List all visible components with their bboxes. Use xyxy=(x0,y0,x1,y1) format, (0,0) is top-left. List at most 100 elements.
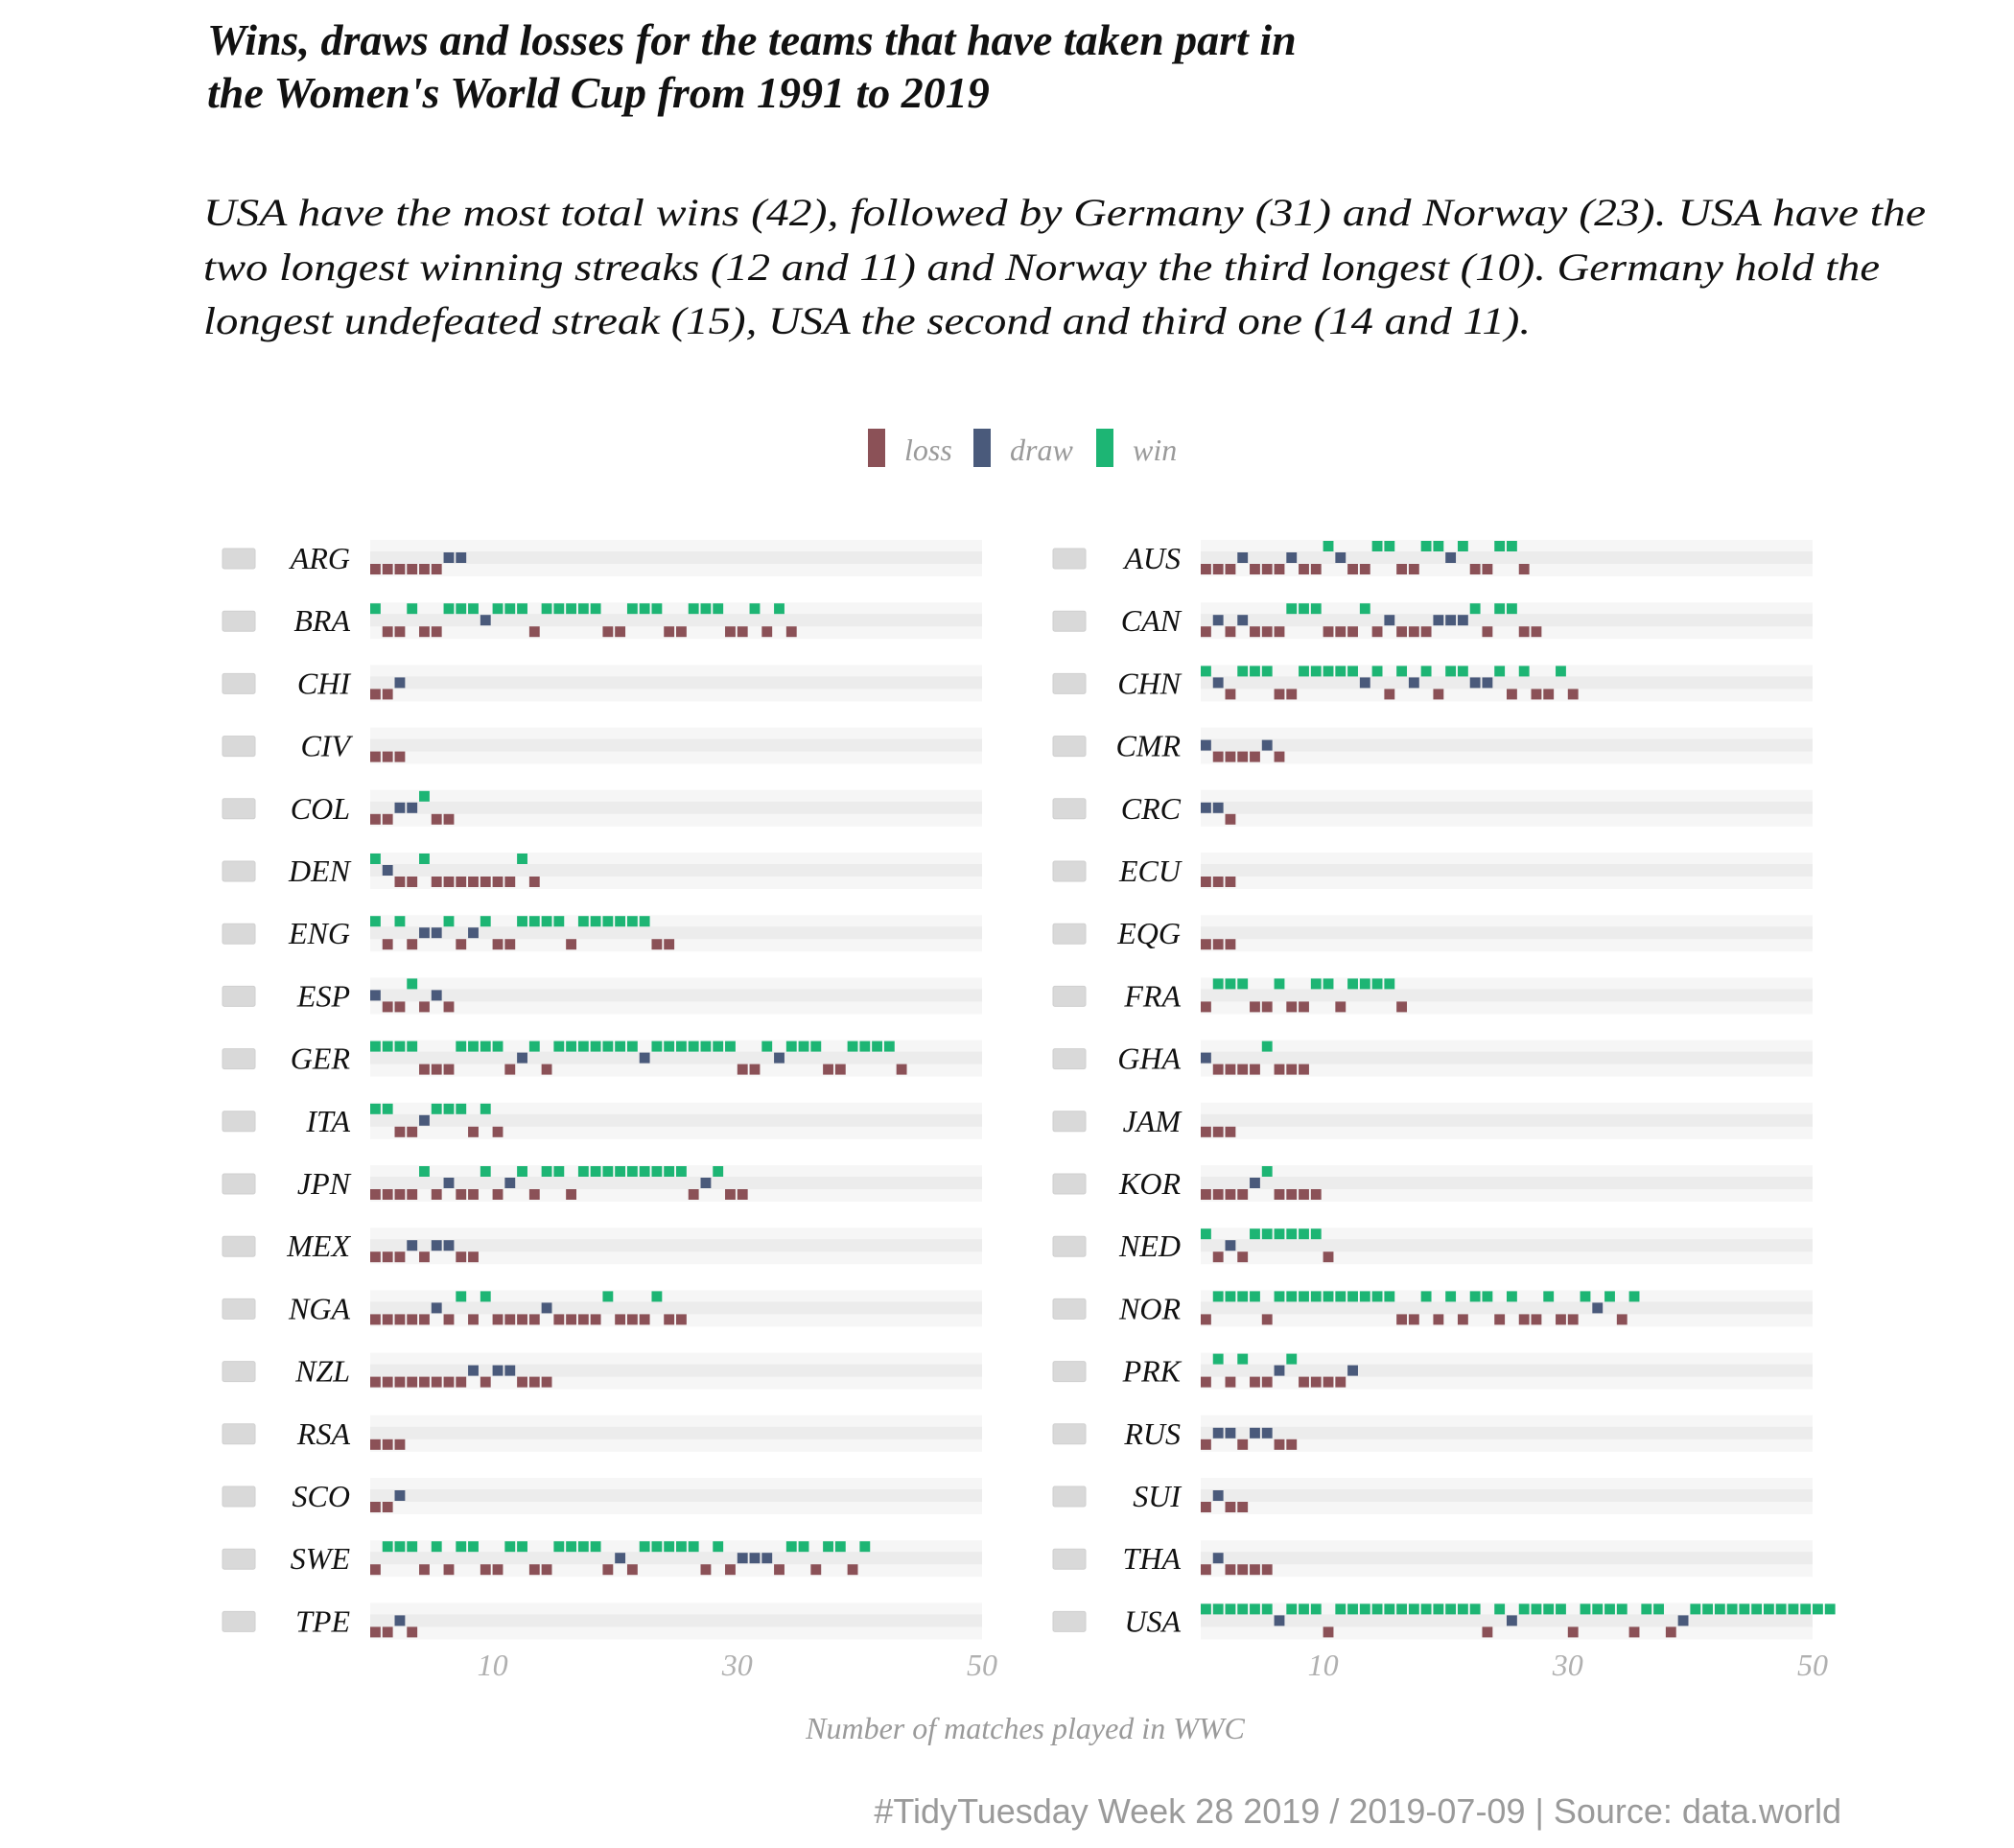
legend-swatch-draw xyxy=(973,429,991,467)
match-cell-nga-25 xyxy=(664,1314,675,1325)
match-cell-chn-3 xyxy=(1225,689,1236,700)
team-code-tha: THA xyxy=(1123,1541,1182,1576)
match-cell-swe-23 xyxy=(639,1541,650,1553)
match-cell-col-4 xyxy=(407,802,418,813)
match-cell-kor-3 xyxy=(1225,1189,1236,1200)
row-band-center xyxy=(1201,801,1813,814)
team-code-chi: CHI xyxy=(297,666,351,700)
match-cell-esp-6 xyxy=(431,990,442,1001)
match-cell-sui-1 xyxy=(1201,1502,1211,1512)
match-cell-ger-30 xyxy=(725,1041,736,1052)
match-cell-swe-16 xyxy=(553,1541,565,1553)
flag-icon-nga xyxy=(222,1298,256,1320)
match-cell-civ-3 xyxy=(394,751,406,762)
match-cell-ned-1 xyxy=(1201,1228,1211,1240)
match-cell-swe-7 xyxy=(443,1564,455,1576)
match-cell-nor-35 xyxy=(1616,1314,1628,1325)
match-cell-col-1 xyxy=(370,813,381,825)
match-cell-tha-3 xyxy=(1225,1564,1236,1576)
match-cell-can-16 xyxy=(1384,615,1395,626)
row-band-center xyxy=(370,1113,982,1127)
match-cell-usa-19 xyxy=(1420,1603,1432,1615)
match-cell-nga-17 xyxy=(566,1314,577,1325)
match-cell-jpn-29 xyxy=(713,1166,724,1177)
match-cell-ned-4 xyxy=(1237,1251,1249,1263)
match-cell-tpe-4 xyxy=(407,1626,418,1638)
legend-item-loss: loss xyxy=(868,429,952,467)
match-cell-jpn-24 xyxy=(651,1166,663,1177)
match-cell-usa-27 xyxy=(1518,1603,1530,1615)
match-cell-aus-6 xyxy=(1261,564,1273,574)
match-cell-usa-23 xyxy=(1469,1603,1481,1615)
match-cell-arg-8 xyxy=(456,552,467,563)
team-row-ecu: ECU xyxy=(1052,853,1813,889)
match-cell-kor-10 xyxy=(1310,1189,1322,1200)
match-cell-usa-8 xyxy=(1286,1603,1298,1615)
match-cell-swe-38 xyxy=(823,1541,833,1553)
team-row-ned: NED xyxy=(1052,1228,1813,1265)
match-cell-den-13 xyxy=(517,854,527,864)
team-row-rus: RUS xyxy=(1052,1415,1813,1452)
team-row-jpn: JPN xyxy=(222,1165,982,1202)
match-cell-fra-8 xyxy=(1286,1001,1298,1013)
match-cell-ger-28 xyxy=(700,1041,712,1052)
match-cell-can-18 xyxy=(1408,626,1419,638)
flag-icon-nor xyxy=(1052,1298,1087,1320)
match-cell-usa-16 xyxy=(1384,1603,1395,1615)
match-cell-jpn-22 xyxy=(626,1166,638,1177)
match-cell-ger-17 xyxy=(566,1041,577,1052)
team-row-nor: NOR xyxy=(1052,1290,1813,1327)
match-cell-rus-4 xyxy=(1237,1439,1249,1450)
match-cell-usa-2 xyxy=(1212,1603,1224,1615)
match-cell-ger-41 xyxy=(859,1041,871,1052)
team-row-swe: SWE xyxy=(222,1540,982,1578)
match-cell-can-27 xyxy=(1518,626,1530,638)
match-cell-gha-5 xyxy=(1250,1064,1260,1075)
match-cell-swe-15 xyxy=(541,1564,552,1576)
match-cell-can-23 xyxy=(1469,603,1481,615)
match-cell-bra-2 xyxy=(382,626,393,638)
match-cell-nor-27 xyxy=(1518,1314,1530,1325)
match-cell-nga-26 xyxy=(676,1314,687,1325)
team-code-eng: ENG xyxy=(288,916,350,950)
match-cell-nor-2 xyxy=(1212,1291,1224,1302)
match-cell-nga-22 xyxy=(626,1314,638,1325)
match-cell-chn-28 xyxy=(1531,689,1542,700)
match-cell-usa-7 xyxy=(1274,1615,1285,1626)
match-cell-fra-3 xyxy=(1225,978,1236,990)
team-row-jam: JAM xyxy=(1052,1102,1813,1139)
match-cell-den-9 xyxy=(468,877,479,887)
match-cell-bra-5 xyxy=(419,626,430,638)
match-cell-ger-33 xyxy=(761,1041,773,1052)
x-tick-label: 50 xyxy=(967,1648,997,1682)
match-cell-mex-2 xyxy=(382,1251,393,1263)
match-cell-cmr-7 xyxy=(1274,751,1285,762)
match-cell-nor-25 xyxy=(1494,1314,1506,1325)
match-cell-fra-17 xyxy=(1396,1001,1408,1013)
match-cell-nor-36 xyxy=(1628,1291,1640,1302)
match-cell-can-28 xyxy=(1531,626,1542,638)
team-code-cmr: CMR xyxy=(1115,729,1181,763)
match-cell-swe-13 xyxy=(517,1541,527,1553)
match-cell-fra-13 xyxy=(1347,978,1358,990)
match-cell-esp-5 xyxy=(419,1001,430,1013)
match-cell-nzl-13 xyxy=(517,1376,527,1388)
match-cell-can-6 xyxy=(1261,626,1273,638)
match-cell-ger-36 xyxy=(798,1041,809,1052)
match-cell-can-21 xyxy=(1445,615,1457,626)
match-cell-nor-9 xyxy=(1299,1291,1309,1302)
match-cell-eng-12 xyxy=(504,939,516,950)
match-cell-swe-33 xyxy=(761,1553,773,1564)
match-cell-nga-19 xyxy=(590,1314,601,1325)
flag-icon-sco xyxy=(222,1485,256,1508)
match-cell-eng-2 xyxy=(382,939,393,950)
match-cell-mex-4 xyxy=(407,1240,418,1251)
match-cell-rus-5 xyxy=(1250,1427,1260,1439)
match-cell-bra-8 xyxy=(456,603,467,615)
team-row-eqg: EQG xyxy=(1052,915,1813,952)
team-row-kor: KOR xyxy=(1052,1165,1813,1202)
match-cell-can-26 xyxy=(1507,603,1517,615)
match-cell-usa-21 xyxy=(1445,1603,1457,1615)
match-cell-tha-6 xyxy=(1261,1564,1273,1576)
